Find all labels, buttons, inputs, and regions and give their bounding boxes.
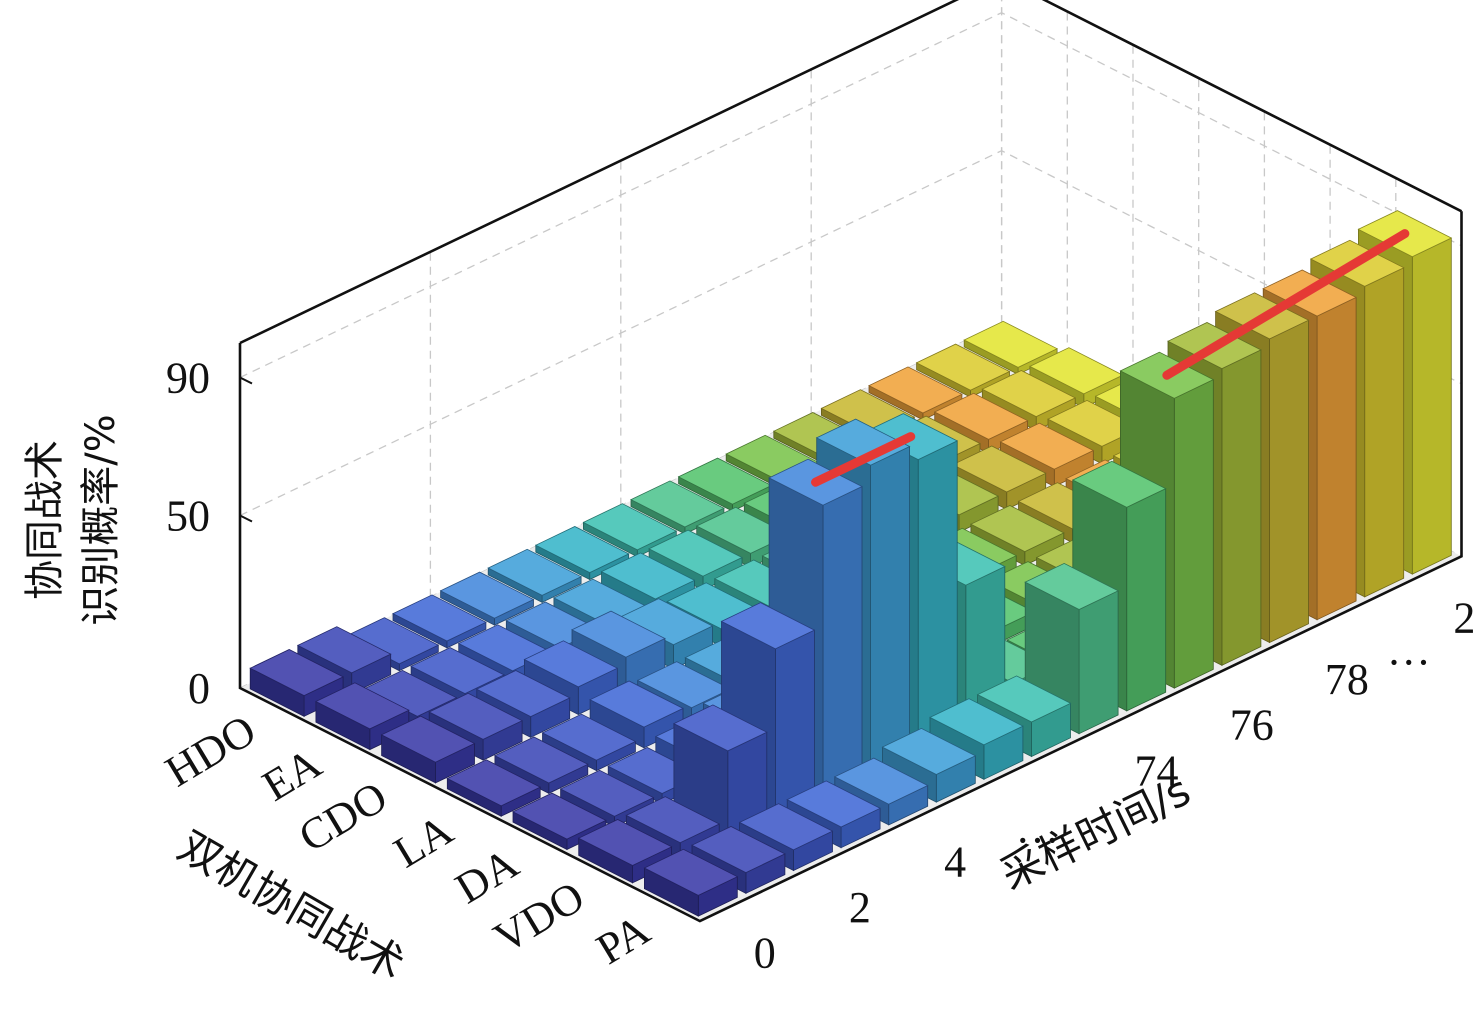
z-tick-label: 50 — [166, 492, 210, 541]
grid-line-h — [239, 149, 1462, 517]
bar-HDO-5 — [487, 548, 583, 603]
bar-DA-0 — [512, 792, 607, 851]
grid-line-h — [239, 11, 1462, 379]
tactic-tick-label: HDO — [157, 705, 264, 796]
time-tick-label: 4 — [944, 838, 966, 887]
tactic-tick-label: LA — [386, 805, 462, 877]
tactic-tick-label: EA — [254, 738, 330, 810]
z-axis-label: 协同战术 识别概率/% — [22, 414, 124, 625]
bar-HDO-6 — [534, 526, 630, 581]
time-tick-label: 0 — [754, 929, 776, 978]
time-tick-label: … — [1016, 803, 1060, 852]
time-tick-label: 2 — [849, 883, 871, 932]
highlight-line — [1162, 229, 1410, 380]
time-tick-label: … — [1387, 625, 1431, 674]
bar-HDO-3 — [392, 594, 487, 649]
z-tick-label: 90 — [166, 354, 210, 403]
bar-HDO-7 — [582, 503, 678, 558]
highlight-lines — [811, 229, 1410, 487]
bar-HDO-13 — [868, 366, 963, 421]
bar-LA-1 — [493, 736, 589, 795]
bar-CDO-0 — [380, 715, 476, 784]
bar-LA-3 — [589, 680, 684, 749]
bar-EA-0 — [314, 682, 410, 751]
bar-PA-0 — [643, 848, 739, 917]
bar-PA-8 — [1024, 562, 1120, 735]
axis-box — [238, 0, 1463, 923]
axis-box-front — [238, 211, 1463, 923]
tactic-axis-label: 双机协同战术 — [170, 821, 413, 989]
bar-HDO-4 — [439, 571, 535, 626]
bar-LA-0 — [446, 759, 542, 817]
z-tick — [239, 687, 253, 695]
time-tick-label: 76 — [1230, 701, 1274, 750]
bar-EA-7 — [648, 529, 743, 591]
bars — [249, 210, 1453, 917]
z-tick-label: 0 — [188, 664, 210, 713]
time-tick-label: 200 — [1453, 594, 1476, 643]
bar-HDO-8 — [630, 480, 725, 535]
tactic-tick-label: DA — [447, 838, 527, 913]
bar-HDO-0 — [249, 649, 345, 717]
highlight-line — [811, 432, 916, 487]
z-tick — [239, 514, 253, 523]
time-tick-label: 74 — [1135, 746, 1179, 795]
tactic-tick-label: PA — [588, 905, 658, 974]
axis-box-top — [239, 0, 1463, 345]
bar-HDO-14 — [915, 343, 1011, 398]
z-tick — [239, 376, 253, 385]
time-tick-label: 78 — [1325, 655, 1369, 704]
